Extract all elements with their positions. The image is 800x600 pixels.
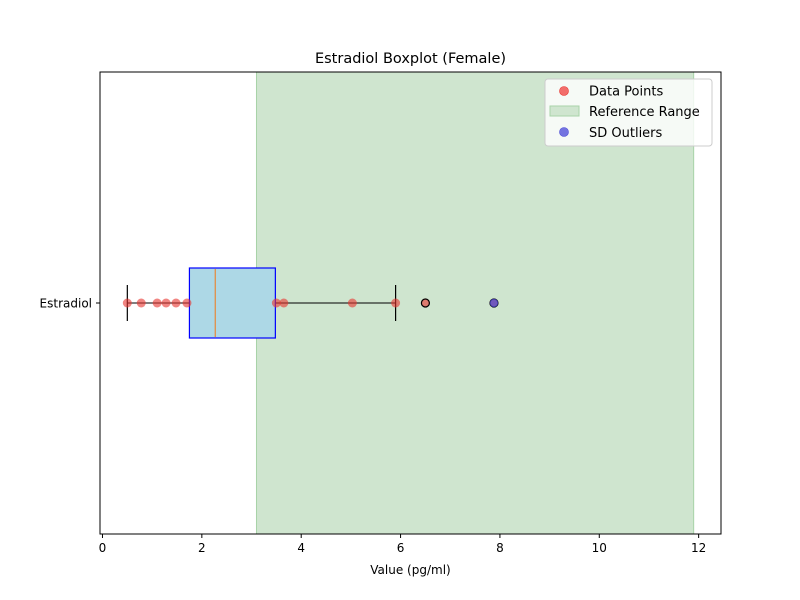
x-tick-label-6: 12 xyxy=(691,541,706,555)
data-point-9 xyxy=(391,298,401,308)
legend-frame xyxy=(544,78,713,147)
legend-reference-range-marker xyxy=(549,105,580,117)
data-point-10 xyxy=(420,298,430,308)
chart-title: Estradiol Boxplot (Female) xyxy=(315,51,506,67)
data-point-5 xyxy=(182,298,192,308)
data-point-7 xyxy=(279,298,289,308)
legend: Data Points Reference Range SD Outliers xyxy=(544,78,713,147)
x-tick-label-4: 8 xyxy=(496,541,504,555)
legend-data-points-label: Data Points xyxy=(589,85,663,100)
legend-sd-outliers-label: SD Outliers xyxy=(589,126,663,141)
y-tick-label-category: Estradiol xyxy=(40,297,92,311)
data-point-4 xyxy=(171,298,181,308)
x-axis-label: Value (pg/ml) xyxy=(370,563,450,577)
x-tick-label-1: 2 xyxy=(198,541,206,555)
data-point-2 xyxy=(152,298,162,308)
flier-0 xyxy=(420,298,431,308)
box-iqr xyxy=(188,267,276,339)
x-tick-label-2: 4 xyxy=(297,541,305,555)
sd-outlier-0 xyxy=(489,298,499,308)
x-tick-label-3: 6 xyxy=(397,541,405,555)
legend-sd-outliers-marker xyxy=(559,127,569,137)
x-tick-label-5: 10 xyxy=(592,541,607,555)
legend-data-points-marker xyxy=(559,86,569,96)
data-point-0 xyxy=(122,298,132,308)
data-point-8 xyxy=(347,298,357,308)
legend-reference-range-label: Reference Range xyxy=(589,105,700,120)
data-point-1 xyxy=(136,298,146,308)
data-point-6 xyxy=(271,298,281,308)
data-point-3 xyxy=(161,298,171,308)
x-tick-label-0: 0 xyxy=(99,541,107,555)
